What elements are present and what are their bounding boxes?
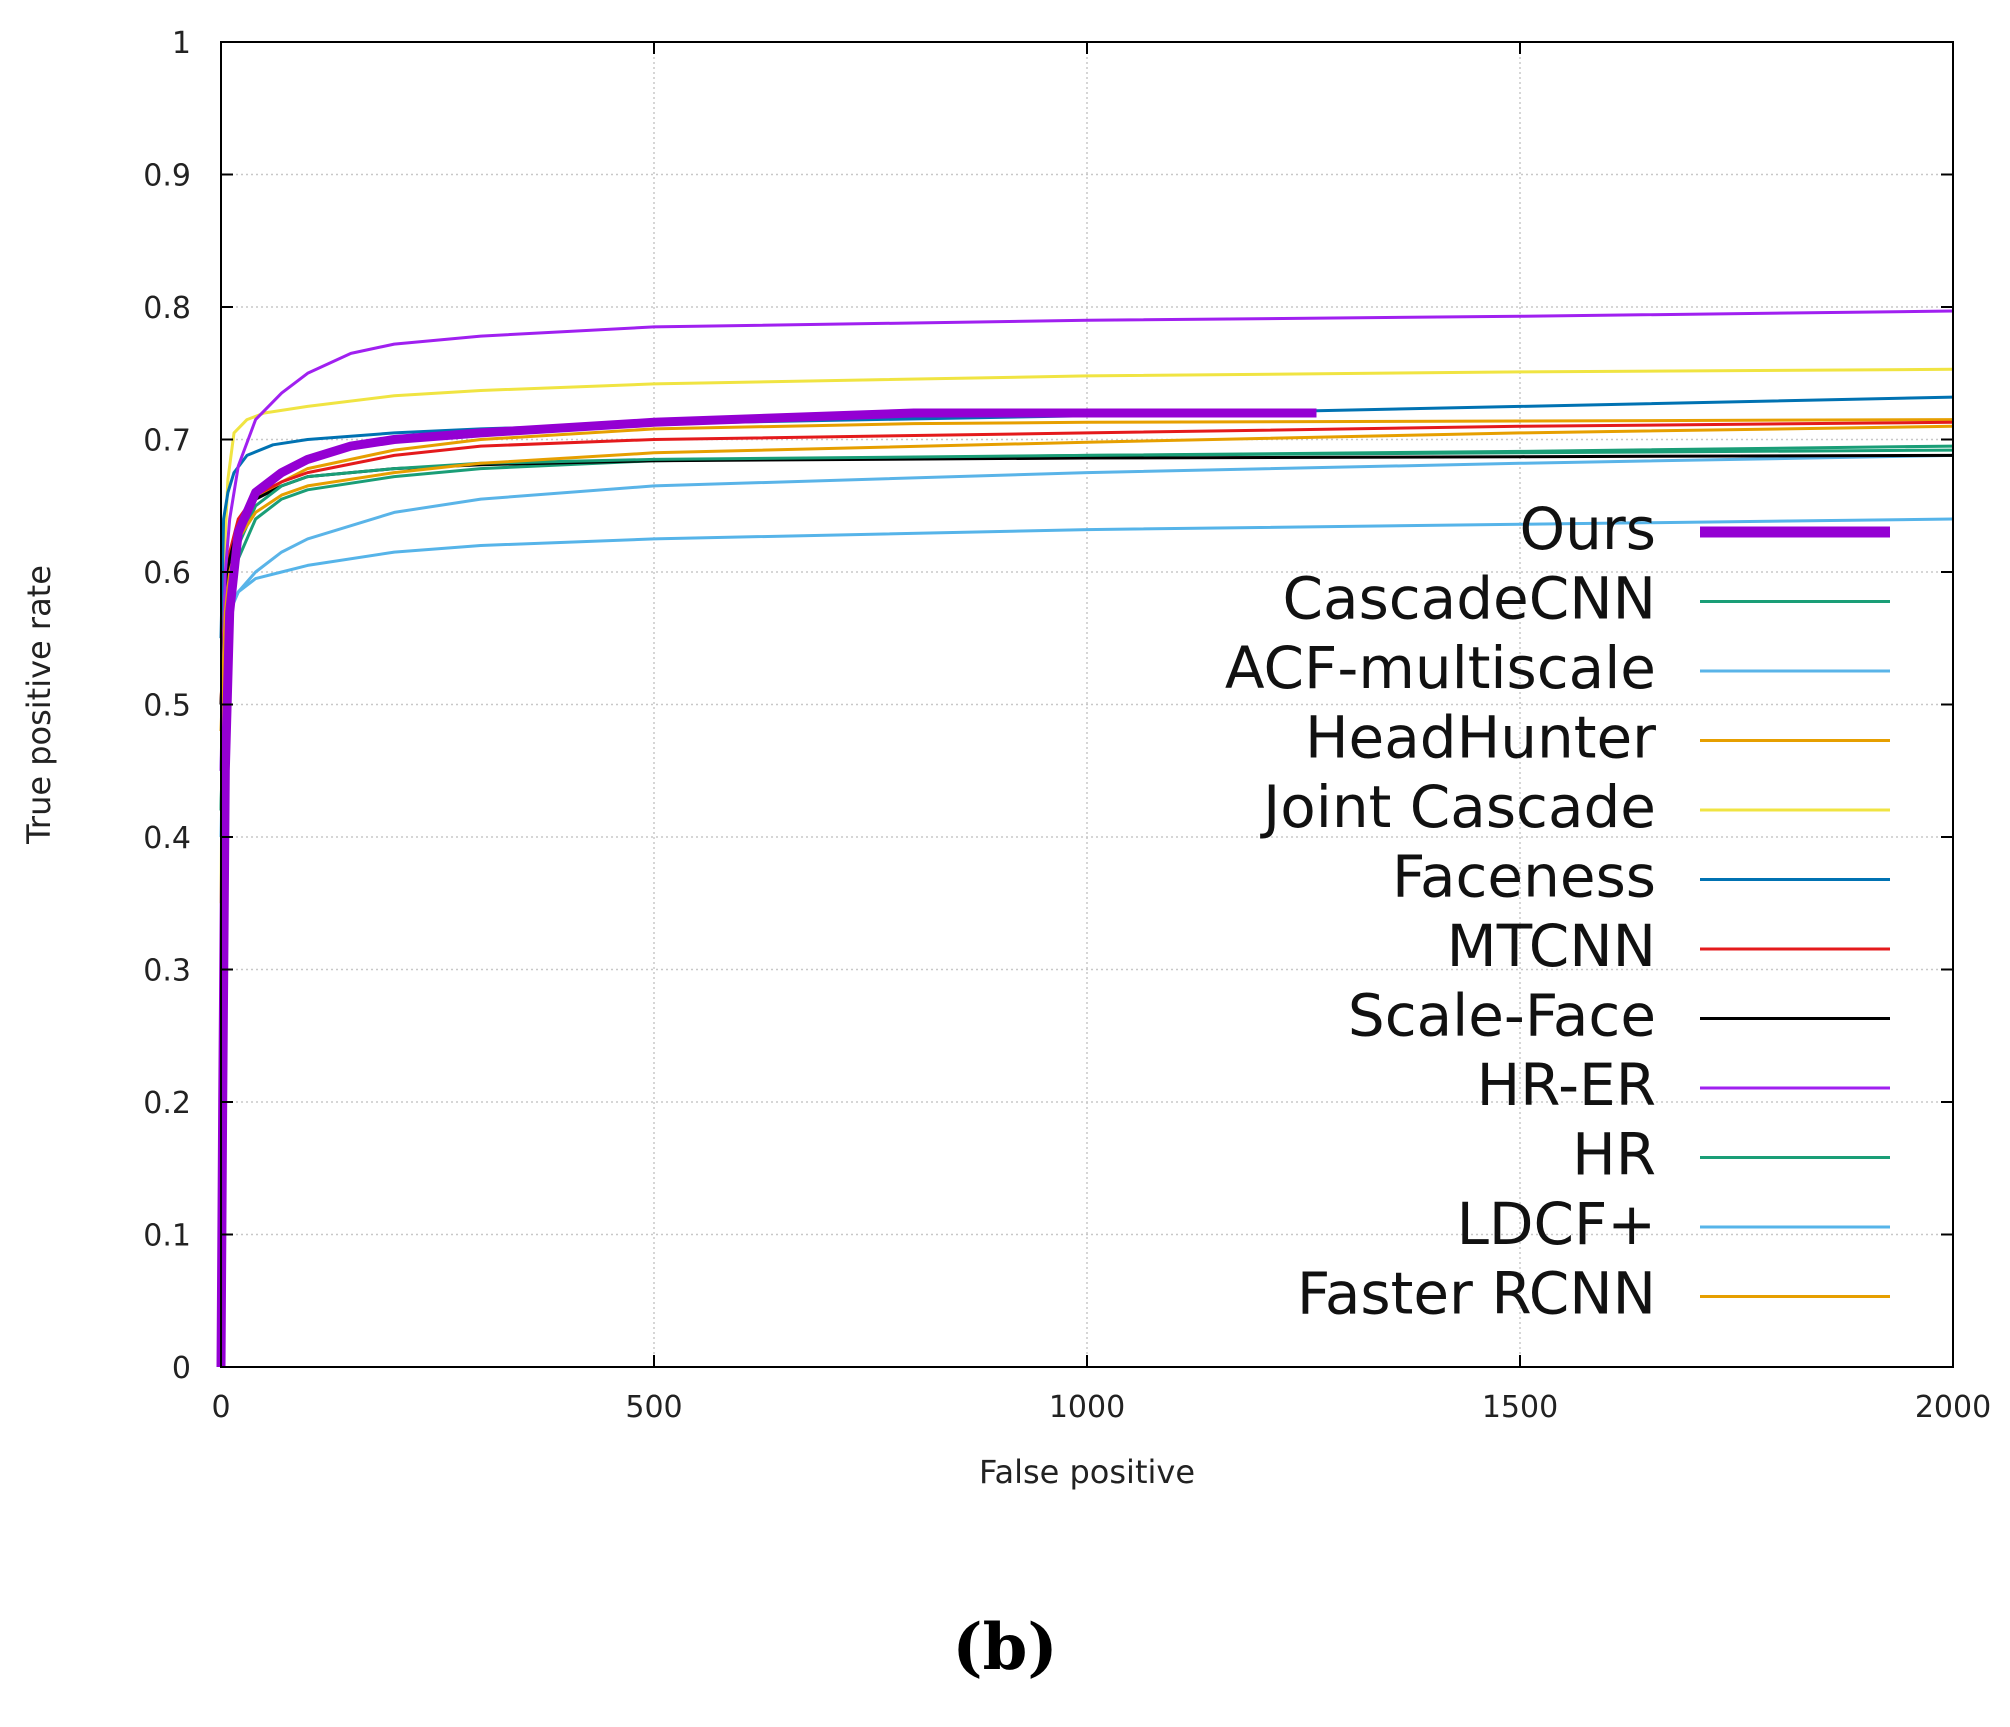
y-axis-ticks: 0 0.1 0.2 0.3 0.4 0.5 0.6 0.7 0.8 0.9 1 [143,26,1953,1386]
legend-label-cascadecnn: CascadeCNN [1283,565,1656,633]
grid [221,42,1953,1367]
series-line-hr-er [219,309,1954,771]
x-tick-label: 1500 [1482,1390,1558,1425]
x-tick-label: 0 [211,1390,230,1425]
legend-label-ours: Ours [1520,495,1656,563]
y-tick-label: 0.1 [143,1219,191,1254]
legend-label-scale-face: Scale-Face [1348,982,1656,1050]
legend-label-headhunter: HeadHunter [1305,704,1656,772]
series-line-hr [219,448,1954,811]
legend-label-joint-cascade: Joint Cascade [1260,773,1656,841]
y-tick-label: 0.9 [143,159,191,194]
x-axis-ticks: 0 500 1000 1500 2000 [211,42,1991,1425]
legend-label-hr-er: HR-ER [1477,1051,1656,1119]
series-line-ours [216,408,1317,1368]
legend-label-mtcnn: MTCNN [1447,912,1656,980]
legend-label-ldcf-: LDCF+ [1457,1190,1656,1258]
y-tick-label: 0.2 [143,1086,191,1121]
x-tick-label: 500 [625,1390,682,1425]
legend-label-faceness: Faceness [1392,843,1656,911]
legend-label-hr: HR [1572,1121,1656,1189]
x-tick-label: 2000 [1915,1390,1991,1425]
y-tick-label: 0.8 [143,291,191,326]
y-axis-label: True positive rate [20,565,58,845]
series-line-joint-cascade [219,367,1954,904]
y-tick-label: 0.5 [143,689,191,724]
y-tick-label: 1 [172,26,191,61]
y-tick-label: 0.4 [143,821,191,856]
y-tick-label: 0.7 [143,424,191,459]
legend: OursCascadeCNNACF-multiscaleHeadHunterJo… [1225,495,1890,1328]
series-layer [216,309,1954,1368]
y-tick-label: 0.3 [143,954,191,989]
legend-label-acf-multiscale: ACF-multiscale [1225,634,1656,702]
series-line-mtcnn [219,420,1954,705]
legend-label-faster-rcnn: Faster RCNN [1297,1260,1656,1328]
x-axis-label: False positive [979,1453,1195,1491]
x-tick-label: 1000 [1049,1390,1125,1425]
y-tick-label: 0.6 [143,556,191,591]
y-tick-label: 0 [172,1351,191,1386]
roc-chart: 0 500 1000 1500 2000 00.10.20.30.40.50.60.70… [20,26,1991,1491]
figure-caption: (b) [952,1610,1058,1685]
